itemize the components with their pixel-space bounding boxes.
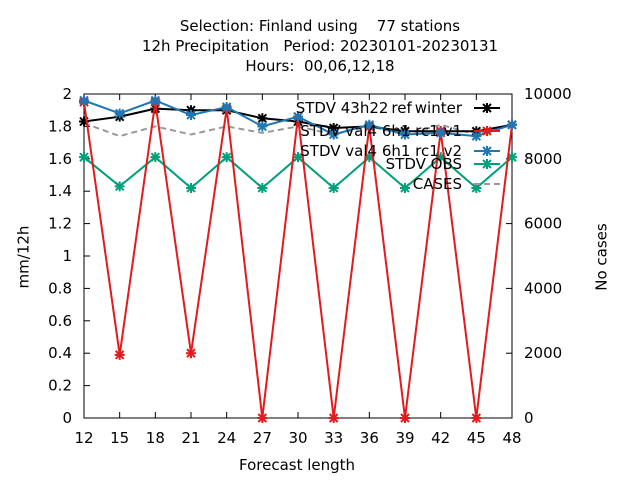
series-point-2 bbox=[186, 110, 196, 121]
y2-tick-label: 2000 bbox=[524, 344, 562, 362]
y2-tick-label: 4000 bbox=[524, 279, 562, 297]
series-point-1 bbox=[114, 349, 125, 360]
series-point-2 bbox=[114, 108, 125, 119]
y-tick-label: 1 bbox=[62, 247, 72, 265]
x-axis-label: Forecast length bbox=[239, 456, 356, 474]
series-point-3 bbox=[293, 152, 303, 163]
y-tick-label: 0.6 bbox=[48, 312, 72, 330]
legend-label-3: STDV OBS bbox=[386, 155, 462, 173]
y-tick-label: 0.4 bbox=[48, 344, 72, 362]
series-point-1 bbox=[328, 413, 339, 423]
legend-marker-3 bbox=[482, 159, 492, 169]
series-point-0 bbox=[328, 123, 339, 134]
y-tick-label: 1.8 bbox=[48, 117, 72, 135]
y2-axis-label: No cases bbox=[592, 223, 611, 291]
chart-title-line-2: 12h Precipitation Period: 20230101-20230… bbox=[141, 37, 499, 55]
series-point-3 bbox=[186, 182, 196, 193]
x-tick-label: 48 bbox=[502, 429, 521, 447]
series-point-2 bbox=[293, 111, 303, 122]
legend-marker-2 bbox=[482, 146, 492, 156]
series-point-2 bbox=[364, 119, 375, 130]
y-tick-label: 0.2 bbox=[48, 377, 72, 395]
y-tick-label: 0.8 bbox=[48, 279, 72, 297]
legend-label-1: STDV val4 6h1 rc1 v1 bbox=[300, 122, 462, 140]
y2-tick-label: 6000 bbox=[524, 215, 562, 233]
legend-marker-0 bbox=[482, 103, 492, 113]
series-point-2 bbox=[150, 95, 161, 106]
series-point-2 bbox=[471, 131, 482, 142]
x-tick-label: 42 bbox=[431, 429, 450, 447]
series-point-2 bbox=[79, 95, 89, 106]
series-point-2 bbox=[435, 127, 446, 138]
series-point-1 bbox=[400, 413, 410, 423]
series-point-3 bbox=[328, 182, 339, 193]
series-point-3 bbox=[435, 152, 446, 163]
legend-label-4: CASES bbox=[413, 175, 462, 193]
series-point-0 bbox=[79, 116, 89, 127]
y2-tick-label: 8000 bbox=[524, 150, 562, 168]
series-point-3 bbox=[221, 152, 232, 163]
series-point-2 bbox=[257, 121, 268, 132]
y-tick-label: 1.6 bbox=[48, 150, 72, 168]
series-point-3 bbox=[150, 152, 161, 163]
x-tick-label: 36 bbox=[360, 429, 379, 447]
x-tick-label: 39 bbox=[395, 429, 414, 447]
x-tick-label: 18 bbox=[146, 429, 165, 447]
x-tick-label: 15 bbox=[110, 429, 129, 447]
series-point-3 bbox=[79, 152, 89, 163]
y2-tick-label: 0 bbox=[524, 409, 534, 427]
series-point-3 bbox=[364, 152, 375, 163]
x-tick-label: 27 bbox=[253, 429, 272, 447]
series-point-1 bbox=[186, 348, 196, 359]
series-point-2 bbox=[221, 101, 232, 112]
series-point-2 bbox=[328, 129, 339, 140]
series-point-3 bbox=[257, 182, 268, 193]
x-tick-label: 24 bbox=[217, 429, 236, 447]
series-point-1 bbox=[257, 413, 268, 423]
y-tick-label: 1.4 bbox=[48, 182, 72, 200]
y-axis-label: mm/12h bbox=[14, 225, 33, 289]
y2-tick-label: 10000 bbox=[524, 85, 572, 103]
series-point-2 bbox=[400, 129, 410, 140]
legend-marker-1 bbox=[482, 126, 492, 136]
series-point-1 bbox=[471, 413, 482, 423]
x-tick-label: 33 bbox=[324, 429, 343, 447]
chart-title-line-3: Hours: 00,06,12,18 bbox=[245, 57, 395, 75]
series-point-3 bbox=[471, 182, 482, 193]
series-point-0 bbox=[257, 113, 268, 124]
y-tick-label: 2 bbox=[62, 85, 72, 103]
y-tick-label: 0 bbox=[62, 409, 72, 427]
x-tick-label: 45 bbox=[467, 429, 486, 447]
chart-title-line-1: Selection: Finland using 77 stations bbox=[179, 17, 461, 35]
x-tick-label: 21 bbox=[181, 429, 200, 447]
series-point-3 bbox=[400, 182, 410, 193]
legend-label-2: STDV val4 6h1 rc1 v2 bbox=[300, 142, 462, 160]
x-tick-label: 30 bbox=[288, 429, 307, 447]
series-point-2 bbox=[507, 119, 517, 130]
y-tick-label: 1.2 bbox=[48, 215, 72, 233]
series-point-3 bbox=[507, 152, 517, 163]
legend-label-0: STDV 43h22 ref winter bbox=[296, 99, 463, 117]
series-point-3 bbox=[114, 181, 125, 192]
x-tick-label: 12 bbox=[74, 429, 93, 447]
